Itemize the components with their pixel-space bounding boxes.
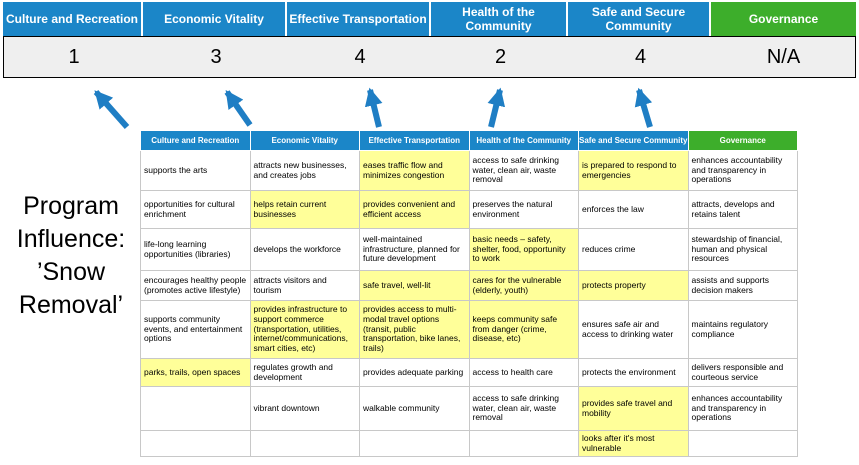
matrix-cell [687, 430, 798, 457]
score-economic-vitality: 3 [210, 45, 222, 68]
matrix-cell: provides infrastructure to support comme… [249, 300, 360, 359]
score-governance: N/A [766, 45, 801, 68]
matrix-cell [249, 430, 360, 457]
matrix-cell: vibrant downtown [249, 386, 360, 431]
matrix-cell: opportunities for cultural enrichment [140, 190, 251, 229]
matrix-cell [468, 430, 579, 457]
influence-matrix-table: Culture and Recreation Economic Vitality… [140, 130, 798, 457]
matrix-cell: supports the arts [140, 150, 251, 191]
up-arrows-overlay [93, 87, 653, 129]
up-arrow-icon-5 [634, 87, 653, 128]
matrix-cell: attracts new businesses, and creates job… [249, 150, 360, 191]
matrix-cell: enforces the law [578, 190, 689, 229]
matrix-header-effective-transportation: Effective Transportation [359, 130, 470, 151]
matrix-header-safe-and-secure-community: Safe and Secure Community [578, 130, 689, 151]
matrix-cell: access to safe drinking water, clean air… [468, 386, 579, 431]
matrix-body: supports the arts attracts new businesses… [140, 150, 798, 457]
matrix-cell: enhances accountability and transparency… [687, 150, 798, 191]
matrix-cell: reduces crime [578, 228, 689, 271]
summary-header-economic-vitality: Economic Vitality [143, 2, 285, 36]
matrix-cell: provides safe travel and mobility [578, 386, 689, 431]
matrix-cell: enhances accountability and transparency… [687, 386, 798, 431]
matrix-cell: attracts visitors and tourism [249, 270, 360, 301]
matrix-cell: attracts, develops and retains talent [687, 190, 798, 229]
matrix-row: parks, trails, open spaces regulates grow… [140, 358, 798, 387]
matrix-cell: access to safe drinking water, clean air… [468, 150, 579, 191]
summary-header-band: Culture and Recreation Economic Vitality… [3, 2, 856, 36]
summary-header-culture-and-recreation: Culture and Recreation [3, 2, 141, 36]
score-culture-and-recreation: 1 [68, 45, 80, 68]
matrix-cell: regulates growth and development [249, 358, 360, 387]
matrix-cell: stewardship of financial, human and phys… [687, 228, 798, 271]
score-band: 1 3 4 2 4 N/A [3, 36, 856, 78]
matrix-cell: parks, trails, open spaces [140, 358, 251, 387]
matrix-cell: cares for the vulnerable (elderly, youth… [468, 270, 579, 301]
matrix-cell: maintains regulatory compliance [687, 300, 798, 359]
matrix-cell: eases traffic flow and minimizes congest… [359, 150, 470, 191]
up-arrow-icon-2 [224, 90, 253, 127]
matrix-cell: provides convenient and efficient access [359, 190, 470, 229]
matrix-cell: assists and supports decision makers [687, 270, 798, 301]
matrix-cell: safe travel, well-lit [359, 270, 470, 301]
matrix-cell: provides adequate parking [359, 358, 470, 387]
summary-header-health-of-the-community: Health of the Community [431, 2, 566, 36]
up-arrow-icon-3 [364, 87, 383, 128]
summary-header-governance: Governance [711, 2, 856, 36]
matrix-cell: walkable community [359, 386, 470, 431]
matrix-cell: protects property [578, 270, 689, 301]
matrix-cell [140, 386, 251, 431]
influence-matrix: Culture and Recreation Economic Vitality… [140, 130, 798, 457]
matrix-header-culture-and-recreation: Culture and Recreation [140, 130, 251, 151]
matrix-cell: basic needs – safety, shelter, food, opp… [468, 228, 579, 271]
program-influence-title: Program Influence: ’Snow Removal’ [16, 192, 126, 319]
matrix-header-row: Culture and Recreation Economic Vitality… [140, 130, 798, 151]
matrix-header-economic-vitality: Economic Vitality [249, 130, 360, 151]
score-health-of-the-community: 2 [494, 45, 507, 68]
matrix-cell: helps retain current businesses [249, 190, 360, 229]
matrix-cell: supports community events, and entertain… [140, 300, 251, 359]
matrix-cell: protects the environment [578, 358, 689, 387]
matrix-cell: ensures safe air and access to drinking … [578, 300, 689, 359]
matrix-cell: encourages healthy people (promotes acti… [140, 270, 251, 301]
matrix-cell: preserves the natural environment [468, 190, 579, 229]
summary-header-effective-transportation: Effective Transportation [287, 2, 429, 36]
matrix-row: life-long learning opportunities (librar… [140, 228, 798, 271]
matrix-cell: life-long learning opportunities (librar… [140, 228, 251, 271]
matrix-cell: well-maintained infrastructure, planned … [359, 228, 470, 271]
matrix-header-governance: Governance [687, 130, 798, 151]
up-arrow-icon-1 [93, 90, 130, 129]
matrix-cell [359, 430, 470, 457]
matrix-row: vibrant downtown walkable community access… [140, 386, 798, 431]
matrix-cell [140, 430, 251, 457]
matrix-row: supports the arts attracts new businesses… [140, 150, 798, 191]
matrix-cell: looks after it's most vulnerable [578, 430, 689, 457]
matrix-cell: keeps community safe from danger (crime,… [468, 300, 579, 359]
matrix-cell: develops the workforce [249, 228, 360, 271]
matrix-row: looks after it's most vulnerable [140, 430, 798, 457]
matrix-cell: is prepared to respond to emergencies [578, 150, 689, 191]
matrix-cell: provides access to multi-modal travel op… [359, 300, 470, 359]
matrix-row: encourages healthy people (promotes acti… [140, 270, 798, 301]
matrix-cell: delivers responsible and courteous servi… [687, 358, 798, 387]
summary-header-safe-and-secure-community: Safe and Secure Community [568, 2, 709, 36]
matrix-cell: access to health care [468, 358, 579, 387]
score-safe-and-secure-community: 4 [634, 45, 647, 68]
matrix-row: opportunities for cultural enrichment hel… [140, 190, 798, 229]
matrix-header-health-of-the-community: Health of the Community [468, 130, 579, 151]
up-arrow-icon-4 [487, 87, 506, 128]
matrix-row: supports community events, and entertain… [140, 300, 798, 359]
score-effective-transportation: 4 [354, 45, 366, 68]
